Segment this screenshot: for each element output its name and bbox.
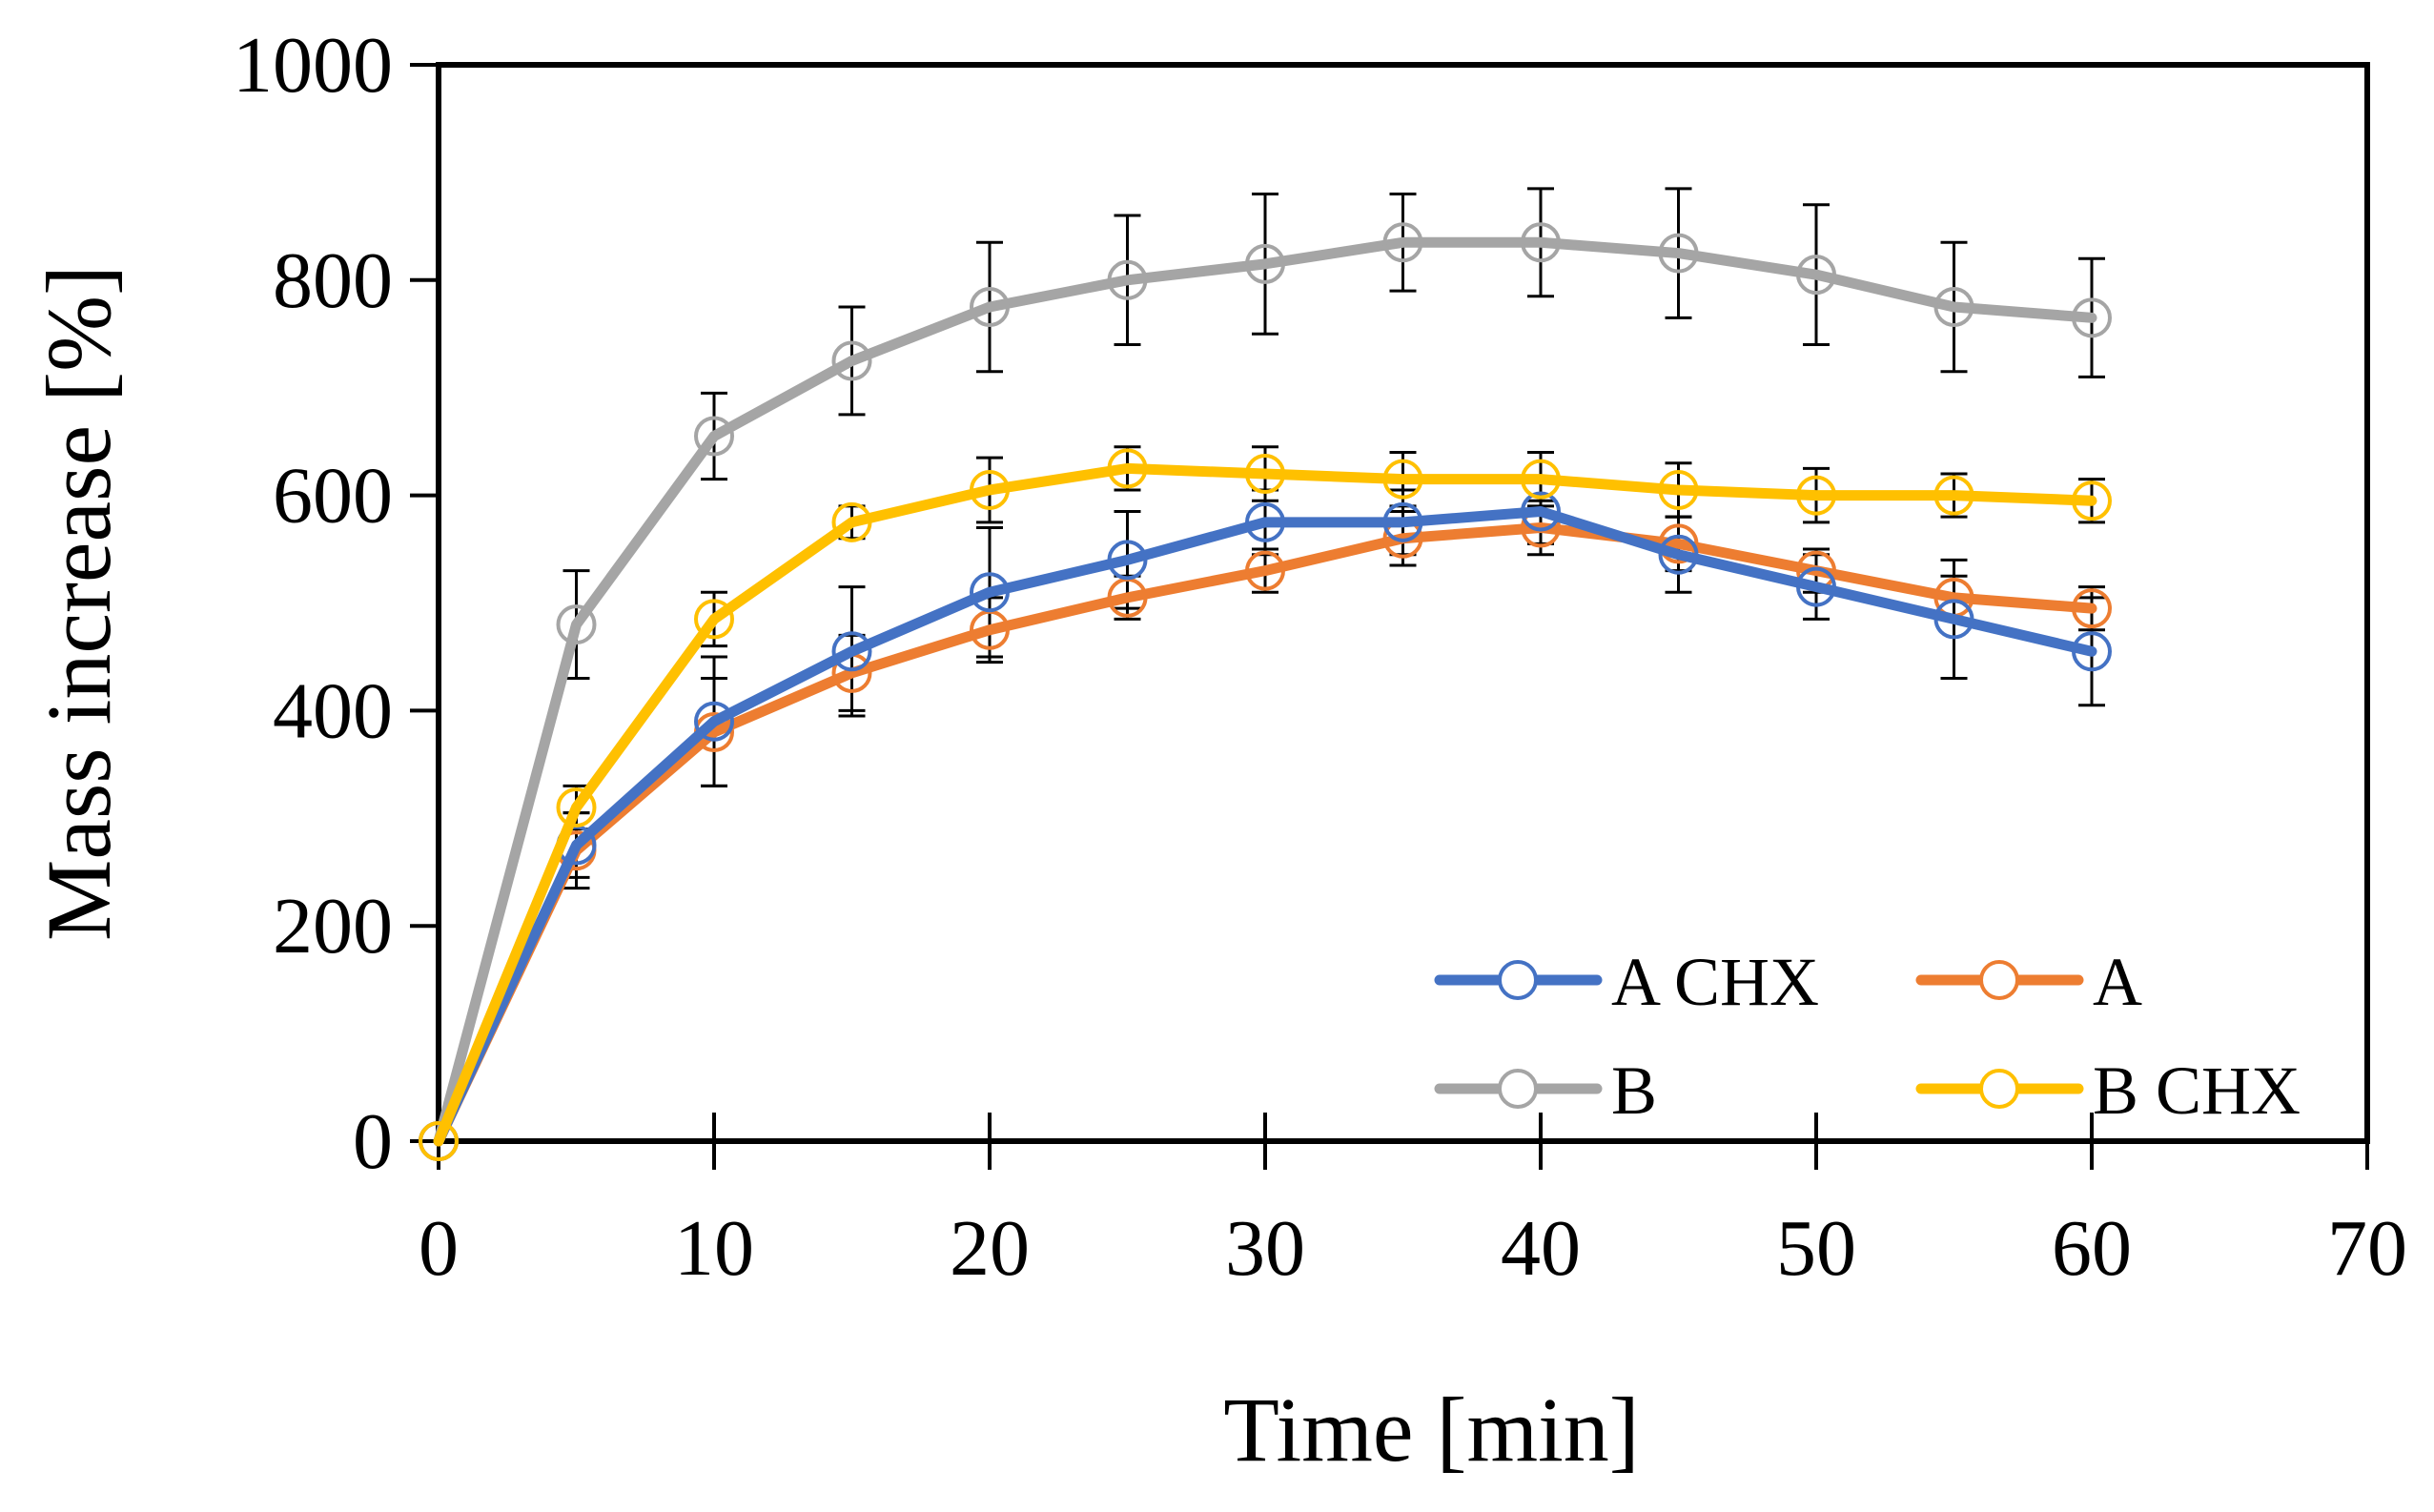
axes-layer: 0 200 400 600 800 1000 0 10 20 30 40 50 60 70 <box>233 21 2407 1293</box>
series-line-a-chx <box>433 506 2097 1147</box>
data-point-b-chx <box>1658 469 1699 510</box>
legend-label: A CHX <box>1611 944 1819 1020</box>
series-line-a <box>433 521 2097 1147</box>
data-point-a-chx <box>1521 491 1561 532</box>
y-tick-label: 1000 <box>233 21 393 110</box>
data-point-b <box>970 287 1010 328</box>
data-point-a-chx <box>694 701 734 742</box>
x-axis-title: Time [min] <box>1223 1379 1640 1481</box>
x-tick-label: 70 <box>2327 1204 2407 1293</box>
x-tick-label: 10 <box>674 1204 754 1293</box>
data-point-a-chx <box>1933 599 1974 640</box>
data-point-a <box>2072 588 2112 629</box>
series-line-b <box>433 236 2097 1147</box>
legend-label: A <box>2093 944 2142 1020</box>
data-point-a-chx <box>1658 534 1699 575</box>
data-point-b <box>1382 222 1423 263</box>
legend-item-b-chx: B CHX <box>1915 1052 2301 1129</box>
legend-swatch-marker <box>1979 960 2019 1000</box>
legend-swatch-marker <box>1498 1069 1538 1109</box>
data-point-b-chx <box>1245 454 1285 495</box>
data-point-a-chx <box>970 572 1010 613</box>
data-point-b <box>1245 243 1285 284</box>
data-point-b-chx <box>970 469 1010 510</box>
data-point-a-chx <box>831 631 872 672</box>
legend-item-b: B <box>1434 1052 1657 1129</box>
data-point-b-chx <box>419 1121 459 1161</box>
data-point-b <box>1521 222 1561 263</box>
data-point-b <box>1107 259 1148 300</box>
y-tick-label: 200 <box>273 882 393 971</box>
legend-label: B <box>1611 1052 1657 1129</box>
data-point-b <box>694 416 734 457</box>
x-tick-label: 60 <box>2052 1204 2132 1293</box>
data-point-b <box>1658 233 1699 274</box>
x-tick-label: 20 <box>950 1204 1030 1293</box>
data-point-a-chx <box>1796 566 1836 607</box>
data-point-b-chx <box>556 787 597 828</box>
data-point-a-chx <box>1107 540 1148 581</box>
y-tick-label: 600 <box>273 452 393 541</box>
legend-swatch-marker <box>1979 1069 2019 1109</box>
legend: A CHX A B B CHX <box>1434 944 2301 1129</box>
data-point-b-chx <box>2072 480 2112 521</box>
x-tick-label: 50 <box>1776 1204 1856 1293</box>
data-point-b-chx <box>694 599 734 640</box>
data-point-b-chx <box>1933 475 1974 516</box>
data-point-a <box>1245 550 1285 591</box>
y-tick-label: 400 <box>273 666 393 755</box>
legend-label: B CHX <box>2093 1052 2301 1129</box>
error-bars-layer <box>562 187 2105 890</box>
data-point-b-chx <box>1382 459 1423 500</box>
y-tick-label: 0 <box>353 1097 393 1186</box>
data-point-b <box>1796 255 1836 296</box>
legend-swatch-marker <box>1498 960 1538 1000</box>
x-tick-label: 30 <box>1225 1204 1305 1293</box>
y-axis-title: Mass increase [%] <box>28 265 130 941</box>
data-point-b <box>556 604 597 645</box>
data-point-b <box>831 340 872 381</box>
data-point-b-chx <box>831 501 872 542</box>
data-point-b-chx <box>1521 459 1561 500</box>
data-point-a-chx <box>1245 501 1285 542</box>
data-point-b <box>2072 297 2112 338</box>
data-point-b <box>1933 287 1974 328</box>
data-point-b-chx <box>1107 448 1148 489</box>
data-point-a-chx <box>2072 631 2112 672</box>
legend-item-a-chx: A CHX <box>1434 944 1819 1020</box>
x-tick-label: 40 <box>1501 1204 1581 1293</box>
series-line-b-chx <box>433 462 2097 1147</box>
plot-frame <box>436 62 2370 1144</box>
data-point-a-chx <box>1382 501 1423 542</box>
x-tick-label: 0 <box>419 1204 459 1293</box>
y-tick-label: 800 <box>273 236 393 325</box>
data-point-b-chx <box>1796 475 1836 516</box>
series-layer <box>419 222 2112 1161</box>
legend-item-a: A <box>1915 944 2142 1020</box>
